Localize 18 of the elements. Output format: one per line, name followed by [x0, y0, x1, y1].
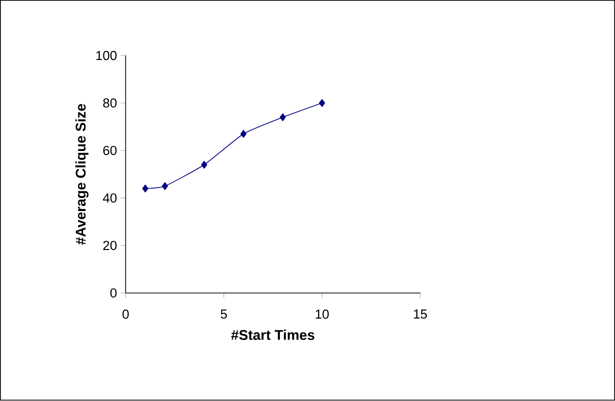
point [201, 161, 208, 169]
x-tick-label: 15 [414, 310, 427, 319]
point [240, 130, 247, 138]
point [142, 184, 148, 193]
y-tick-label: 40 [102, 194, 117, 203]
y-tick-label: 0 [110, 288, 117, 298]
y-tick-label: 60 [103, 146, 117, 156]
x-tick-label: 10 [316, 310, 329, 319]
x-tick-label: 0 [122, 310, 129, 319]
point [162, 182, 168, 190]
y-axis-title: #Average Clique Size [75, 104, 88, 245]
point [280, 114, 286, 122]
y-tick-label: 20 [103, 241, 117, 250]
x-axis-title: #Start Times [231, 330, 314, 340]
y-tick-label: 80 [103, 98, 117, 108]
y-tick-label: 100 [96, 51, 117, 60]
point [319, 99, 326, 108]
x-tick-label: 5 [220, 310, 227, 319]
